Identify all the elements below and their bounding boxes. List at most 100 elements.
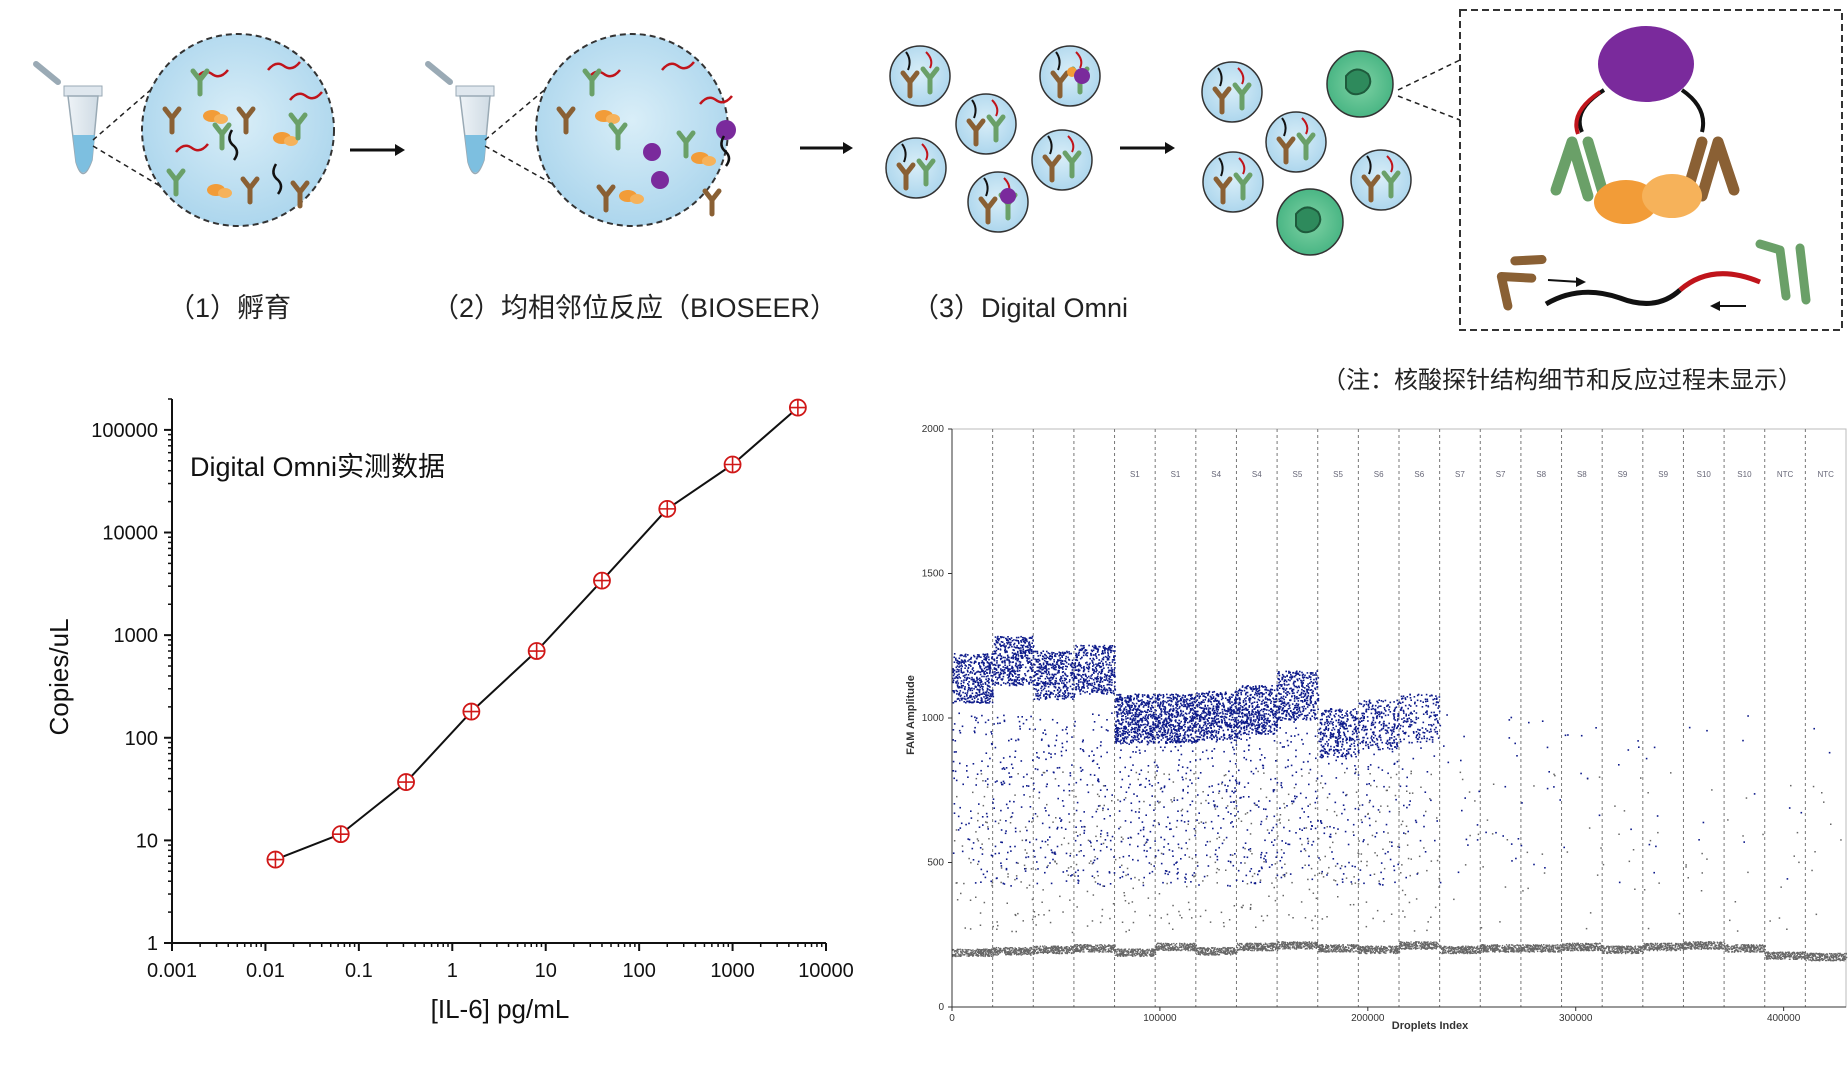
well-label: S9	[1618, 470, 1628, 479]
droplet-cluster-positive	[1202, 50, 1411, 256]
well-label: S9	[1658, 470, 1668, 479]
negative-droplet-band	[1724, 797, 1766, 953]
curve-x-tick-label: 0.001	[147, 960, 197, 982]
curve-data-point	[462, 702, 481, 721]
curve-y-tick-label: 100	[125, 728, 158, 750]
negative-droplet-band	[1480, 783, 1523, 953]
positive-droplet-band	[1439, 714, 1480, 884]
negative-droplet-band	[1358, 773, 1401, 955]
droplet-cluster	[886, 46, 1100, 232]
positive-droplet-band	[1786, 807, 1803, 880]
curve-data-point	[397, 773, 415, 791]
well-label: S1	[1171, 470, 1181, 479]
positive-droplet-band	[1742, 715, 1756, 843]
curve-y-tick-label: 100000	[91, 420, 158, 442]
positive-droplet-band	[1813, 727, 1831, 754]
negative-droplet-band	[1805, 785, 1848, 962]
positive-droplet-band	[1358, 699, 1401, 886]
well-label: S5	[1333, 470, 1343, 479]
positive-droplet-band	[1399, 693, 1442, 879]
curve-x-tick-label: 1	[447, 960, 458, 982]
negative-droplet-band	[1642, 772, 1685, 952]
well-label: S4	[1211, 470, 1221, 479]
well-label: S10	[1697, 470, 1712, 479]
well-label: S7	[1455, 470, 1465, 479]
droplet-y-tick-label: 0	[938, 1002, 944, 1013]
positive-droplet-band	[952, 653, 995, 884]
droplet-amplitude-chart: S1 S1 S4 S4 S5 S5 S6 S6 S7 S7 S8 S8 S9 S9 S10 S10 NTC NTC…	[905, 424, 1848, 1032]
positive-droplet-band	[1485, 716, 1523, 862]
well-label: S10	[1737, 470, 1752, 479]
negative-droplet-band	[1195, 774, 1238, 956]
positive-droplet-band	[1618, 740, 1640, 884]
negative-droplet-band	[1399, 770, 1441, 950]
negative-droplet-band	[1561, 776, 1604, 952]
curve-chart-title: Digital Omni实测数据	[190, 452, 445, 482]
curve-x-tick-label: 10000	[798, 960, 854, 982]
droplet-x-tick-label: 0	[949, 1013, 955, 1024]
negative-droplet-band	[952, 773, 994, 958]
tube-1-icon	[33, 61, 103, 175]
well-label: S1	[1130, 470, 1140, 479]
positive-droplet-band	[1236, 684, 1279, 885]
positive-droplet-band	[1277, 670, 1320, 881]
negative-droplet-band	[1764, 784, 1807, 960]
curve-data-point	[331, 825, 350, 844]
negative-droplet-band	[1683, 789, 1726, 950]
positive-droplet-band	[1645, 746, 1659, 874]
curve-y-tick-label: 10000	[102, 523, 158, 545]
step-label-proximity-reaction: （2）均相邻位反应（BIOSEER）	[432, 293, 838, 323]
droplet-x-tick-label: 100000	[1143, 1013, 1177, 1024]
droplet-y-axis-label: FAM Amplitude	[905, 675, 917, 755]
well-label: S4	[1252, 470, 1262, 479]
curve-y-axis-label: Copies/uL	[44, 618, 74, 735]
negative-droplet-band	[1602, 777, 1644, 955]
positive-droplet-band	[1195, 690, 1238, 887]
well-label: S7	[1496, 470, 1506, 479]
curve-data-point	[723, 455, 742, 474]
diagram-note: （注：核酸探针结构细节和反应过程未显示）	[1322, 367, 1802, 394]
step-label-incubation: （1）孵育	[168, 293, 292, 323]
droplet-x-tick-label: 300000	[1559, 1013, 1593, 1024]
positive-droplet-band	[1688, 726, 1708, 841]
curve-data-point	[593, 571, 611, 590]
curve-data-point	[527, 642, 546, 660]
positive-droplet-band	[992, 635, 1035, 887]
negative-droplet-band	[1033, 771, 1076, 955]
incubation-circle	[141, 33, 335, 227]
well-label: NTC	[1817, 470, 1834, 479]
well-label: S6	[1414, 470, 1424, 479]
negative-droplet-band	[1439, 771, 1482, 955]
step-label-digital-omni: （3）Digital Omni	[912, 293, 1129, 323]
well-label: S8	[1536, 470, 1546, 479]
standard-curve-chart: 0.001 0.01 0.1 1 10 100 1000 10000 1 10 100 1000 100…	[44, 398, 854, 1024]
positive-droplet-band	[1073, 644, 1117, 887]
negative-droplet-band	[1074, 784, 1116, 953]
curve-x-tick-label: 100	[622, 960, 655, 982]
droplet-x-tick-label: 400000	[1767, 1013, 1801, 1024]
positive-droplet-band	[1521, 720, 1561, 869]
well-label: S8	[1577, 470, 1587, 479]
well-label: NTC	[1777, 470, 1794, 479]
curve-data-point	[788, 398, 807, 417]
negative-droplet-band	[1236, 770, 1279, 952]
well-label: S6	[1374, 470, 1384, 479]
droplet-x-tick-label: 200000	[1351, 1013, 1385, 1024]
negative-droplet-band	[1317, 771, 1360, 953]
droplet-y-tick-label: 2000	[922, 424, 945, 435]
positive-droplet-band	[1317, 708, 1360, 886]
curve-x-tick-label: 10	[535, 960, 557, 982]
curve-y-tick-label: 10	[136, 830, 158, 852]
curve-data-point	[266, 850, 285, 869]
curve-x-tick-label: 0.01	[246, 960, 285, 982]
workflow-diagram	[33, 9, 1843, 331]
negative-droplet-band	[1521, 773, 1563, 953]
curve-x-tick-label: 1000	[710, 960, 755, 982]
curve-x-tick-label: 0.1	[345, 960, 373, 982]
curve-y-tick-label: 1000	[114, 625, 159, 647]
droplet-x-axis-label: Droplets Index	[1392, 1020, 1469, 1032]
droplet-y-tick-label: 1500	[922, 569, 945, 580]
tube-2-icon	[425, 61, 495, 175]
positive-droplet-band	[1563, 727, 1601, 849]
positive-droplet-band	[1114, 693, 1157, 887]
